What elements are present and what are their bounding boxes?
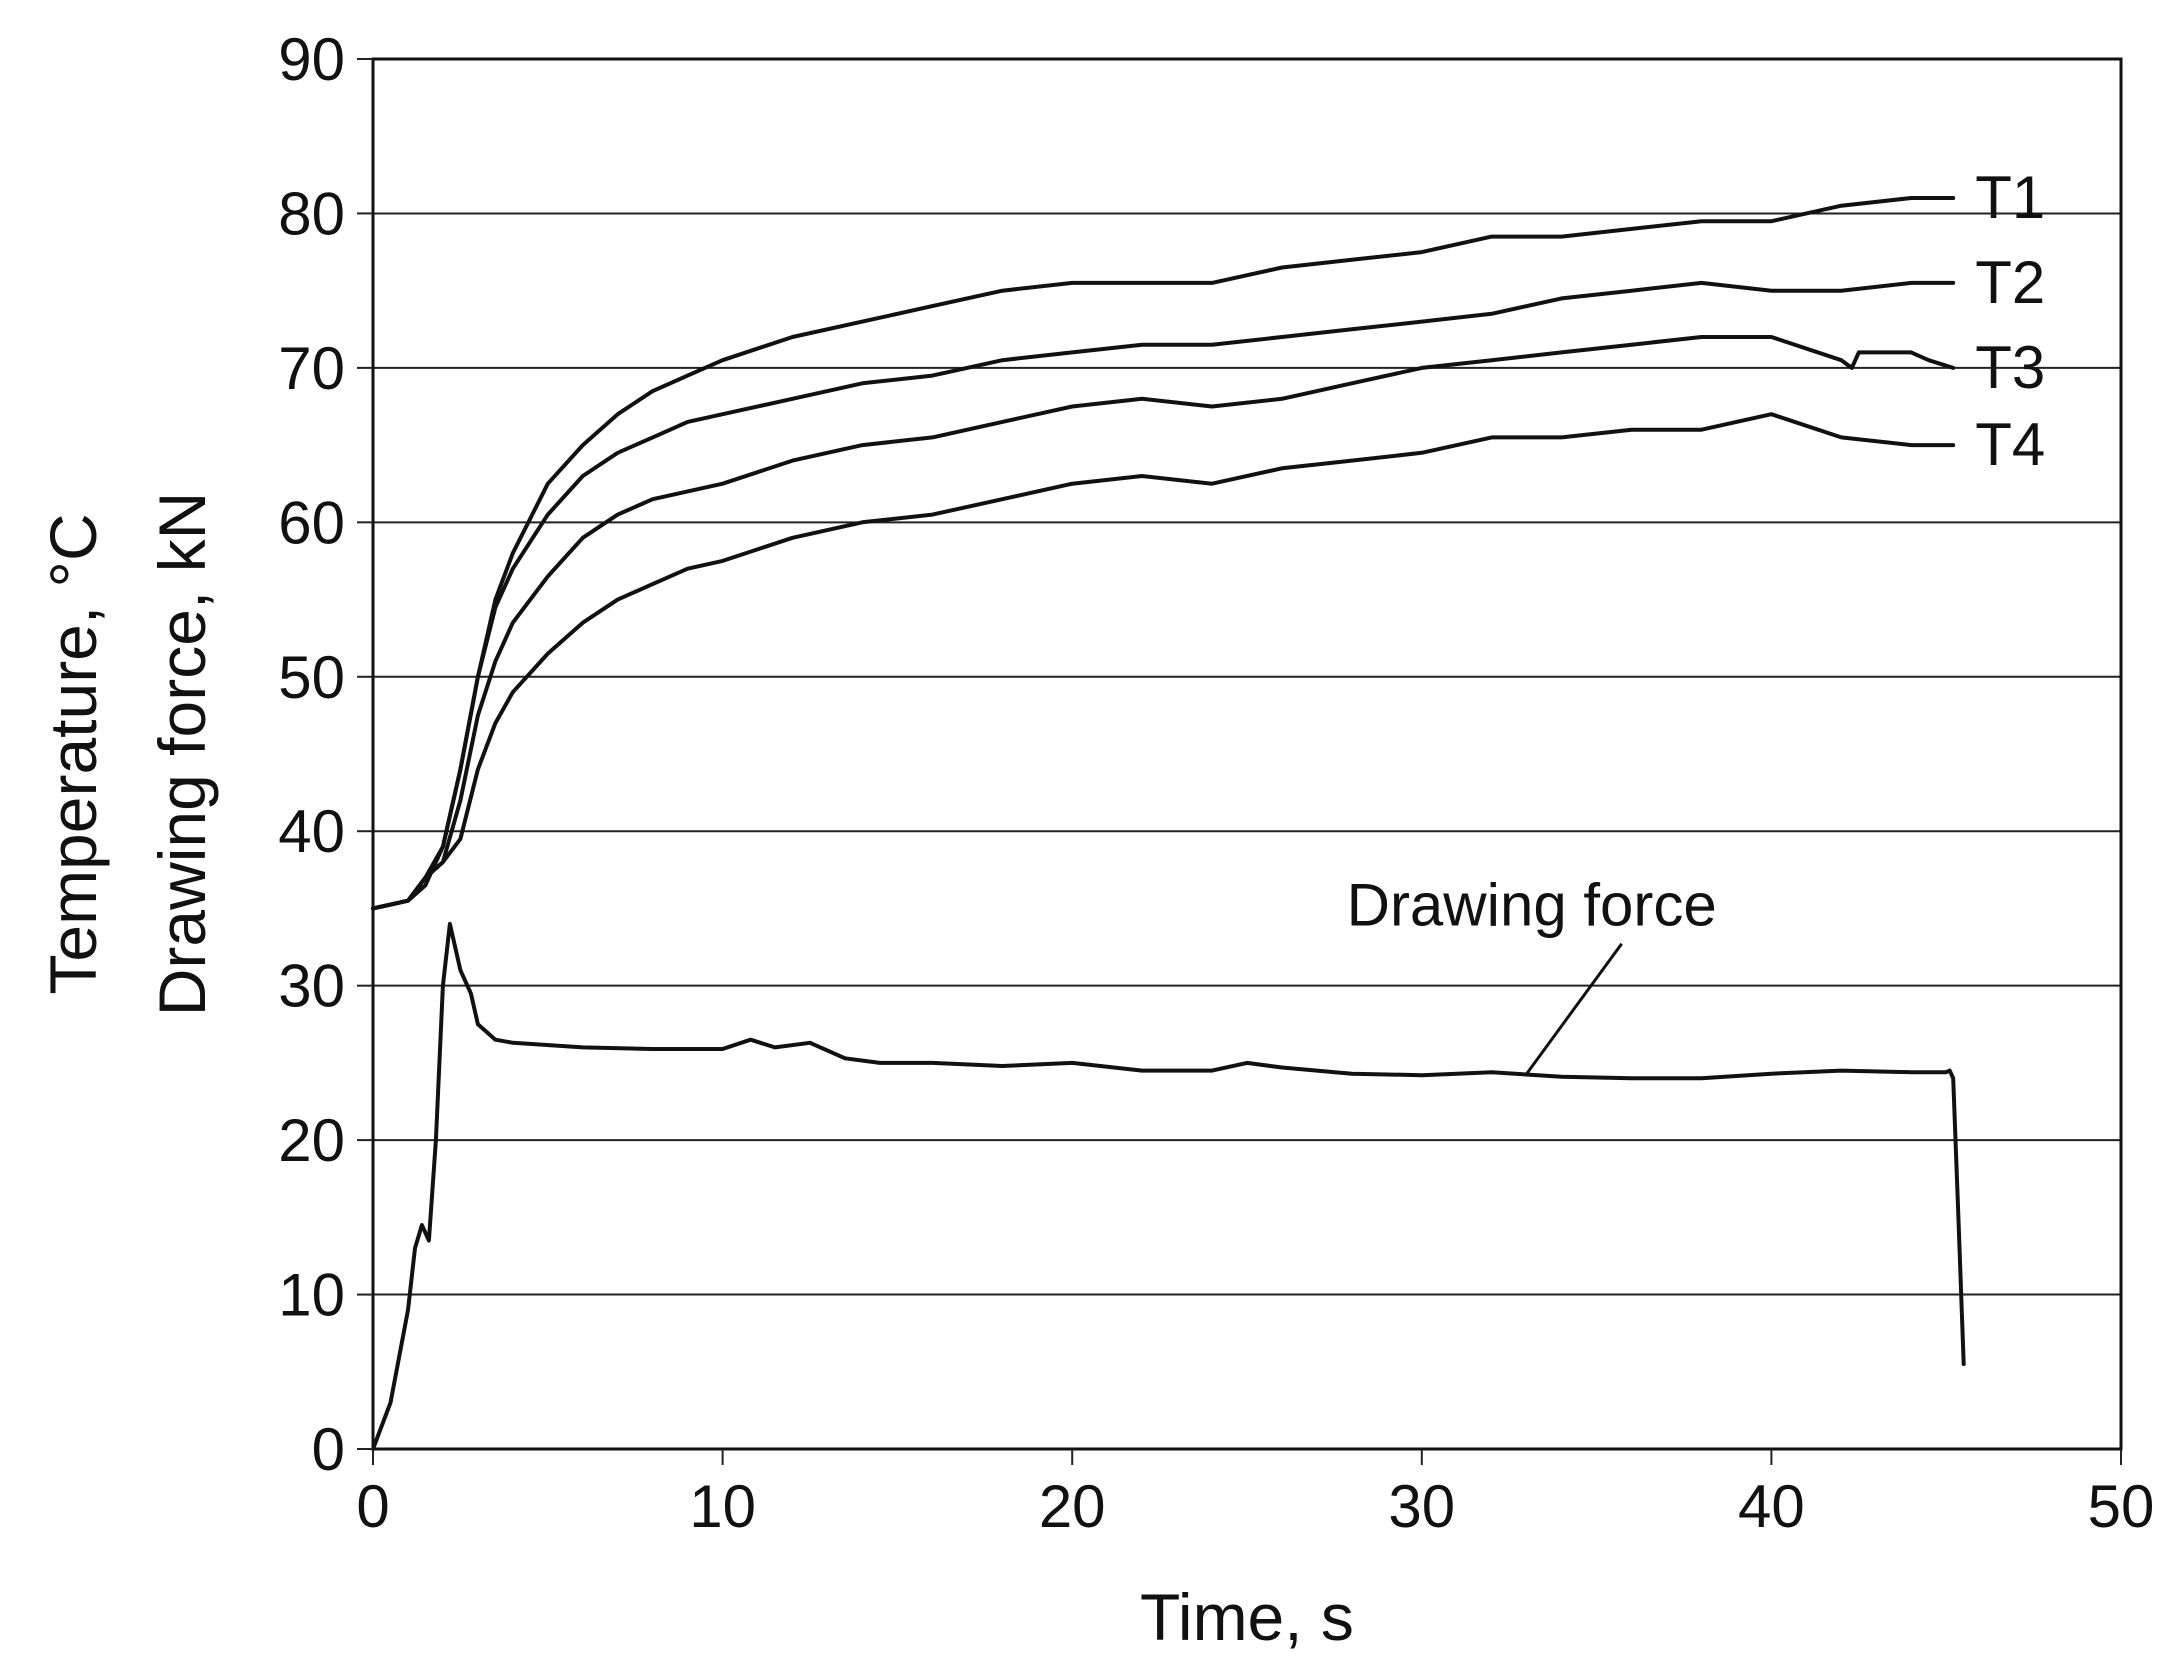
gridlines (373, 212, 2121, 1296)
annotation-leader-line (1525, 942, 1623, 1075)
y-axis-title-line1: Temperature, °C (36, 513, 110, 994)
y-tick-label: 50 (278, 644, 345, 711)
series-label-t2: T2 (1975, 249, 2045, 316)
y-tick-label: 10 (278, 1262, 345, 1329)
x-tick-label: 30 (1388, 1473, 1455, 1540)
series-line-t3 (371, 335, 1956, 911)
y-tick-label: 40 (278, 798, 345, 865)
x-tick-label: 50 (2088, 1473, 2155, 1540)
x-tick-label: 10 (689, 1473, 756, 1540)
x-tick-labels: 0 10 20 30 40 50 (356, 1449, 2154, 1540)
y-tick-label: 80 (278, 180, 345, 247)
series-lines (371, 196, 1966, 1451)
y-tick-label: 70 (278, 335, 345, 402)
series-label-t4: T4 (1975, 411, 2045, 478)
x-tick-label: 20 (1039, 1473, 1106, 1540)
series-label-t3: T3 (1975, 334, 2045, 401)
series-line-t4 (371, 412, 1956, 911)
y-axis-title-line2: Drawing force, kN (145, 492, 219, 1017)
series-label-t1: T1 (1975, 164, 2045, 231)
series-labels: T1 T2 T3 T4 Drawing force (1347, 164, 2045, 1075)
y-tick-label: 90 (278, 26, 345, 93)
x-axis-title: Time, s (1140, 1580, 1354, 1654)
plot-frame (371, 57, 2123, 1451)
y-tick-label: 20 (278, 1107, 345, 1174)
x-tick-label: 40 (1738, 1473, 1805, 1540)
annotation-drawing-force: Drawing force (1347, 872, 1717, 939)
y-tick-label: 60 (278, 489, 345, 556)
series-line-t1 (371, 196, 1956, 911)
y-tick-label: 30 (278, 953, 345, 1020)
y-tick-labels: 0 10 20 30 40 50 60 70 80 90 (278, 26, 373, 1483)
series-line-drawing-force (371, 921, 1966, 1451)
y-tick-label: 0 (312, 1416, 345, 1483)
x-tick-label: 0 (356, 1473, 389, 1540)
series-line-t2 (371, 280, 1956, 911)
